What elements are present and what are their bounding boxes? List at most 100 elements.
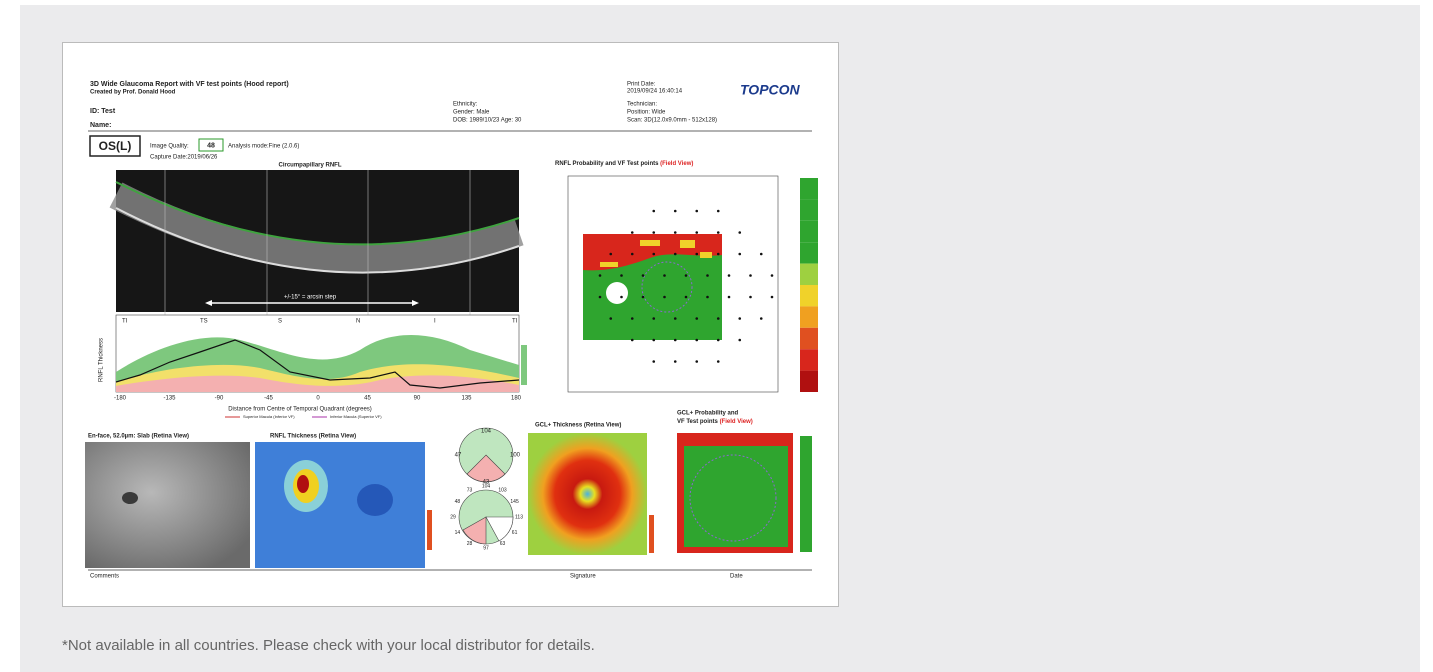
quadrant-label: TS [200, 319, 208, 325]
vf-point [673, 317, 677, 320]
quadrant-labels: TI TS S N I TI [122, 319, 518, 325]
pie-value: 103 [498, 487, 507, 493]
vf-point [749, 274, 752, 277]
eye: OS(L) [99, 139, 132, 153]
rnfl-thickness-title: RNFL Thickness (Retina View) [270, 434, 356, 440]
vf-points [598, 209, 774, 363]
vf-point [652, 317, 656, 320]
vf-point [695, 231, 699, 234]
comments: Comments [90, 574, 119, 580]
enface-disc [122, 492, 138, 504]
vf-point [652, 209, 656, 213]
legend-superior: Superior Macula (Inferior VF) [243, 414, 295, 419]
vf-point [673, 209, 677, 213]
vf-point [759, 252, 763, 256]
pie-value: 48 [455, 499, 461, 505]
gcl-thickness-map [528, 433, 647, 555]
vf-point [609, 252, 613, 256]
print-date: 2019/09/24 16:40:14 [627, 89, 683, 95]
title-text: VF Test points [677, 419, 719, 425]
vf-point [695, 252, 699, 256]
pie-segment [485, 516, 514, 542]
ethnicity: Ethnicity: [453, 102, 478, 108]
signature: Signature [570, 574, 596, 580]
oct-rpe-line [115, 207, 520, 274]
vf-point [630, 231, 634, 234]
technician: Technician: [627, 102, 657, 108]
vf-point [716, 360, 720, 363]
vf-point [598, 274, 602, 277]
color-step [800, 285, 818, 307]
analysis-mode: Analysis mode:Fine (2.0.6) [228, 144, 299, 150]
quadrant-label: TI [512, 319, 518, 325]
created-by: Created by Prof. Donald Hood [90, 90, 176, 96]
vf-point [695, 209, 699, 213]
x-tick-label: -90 [215, 396, 224, 402]
vf-point [727, 274, 731, 277]
quality-box [198, 138, 224, 152]
vf-point [663, 274, 666, 277]
rnfl-prob-yellow [600, 240, 712, 267]
gcl-color-bar [800, 436, 812, 552]
vf-point [598, 295, 602, 299]
pie-value: 97 [483, 545, 489, 551]
vf-point [684, 274, 688, 277]
x-tick-label: -180 [114, 396, 127, 402]
vf-point [695, 317, 699, 320]
vf-point [716, 252, 720, 256]
date: Date [730, 574, 743, 580]
patient-line [115, 339, 520, 389]
color-step [800, 370, 818, 392]
gcl-prob-title-2: VF Test points (Field View) [677, 419, 753, 425]
color-step [800, 199, 818, 221]
vf-point [652, 231, 656, 234]
optic-disc [606, 282, 628, 304]
oct-ilm-line [115, 181, 520, 246]
arrow-label: +/-15° = arcsin step [284, 295, 337, 301]
pie-value: 28 [467, 541, 473, 547]
vf-point [630, 338, 634, 342]
pie-value: 113 [515, 514, 523, 520]
quadrant-label: I [434, 319, 436, 325]
pie-value: 100 [510, 453, 521, 459]
x-tick-label: 90 [414, 396, 421, 402]
image-quality-label: Image Quality: [150, 144, 189, 150]
gcl-thickness-title: GCL+ Thickness (Retina View) [535, 423, 621, 429]
scan: Scan: 3D(12.0x9.0mm - 512x128) [627, 118, 717, 124]
pie-value: 63 [500, 541, 506, 547]
quadrant-label: N [356, 319, 360, 325]
pie-value: 145 [510, 499, 519, 505]
vf-point [673, 231, 677, 234]
color-step [800, 263, 818, 285]
patient-name: Name: [90, 122, 111, 129]
legend-inferior: Inferior Macula (Superior VF) [330, 414, 382, 419]
scan-circle [641, 261, 693, 313]
cprnfl-title: Circumpapillary RNFL [278, 163, 341, 169]
pie-value: 47 [455, 453, 462, 459]
eye-box [89, 135, 141, 157]
gcl-prob-title: GCL+ Probability and [677, 411, 739, 417]
vf-point [738, 317, 742, 320]
vf-point [673, 338, 677, 342]
field-view: (Field View) [660, 161, 693, 167]
enface-title: En-face, 52.0µm: Slab (Retina View) [88, 434, 189, 440]
title-text: RNFL Probability and VF Test points [555, 161, 659, 167]
gender: Gender: Male [453, 110, 490, 116]
vf-point [706, 274, 709, 277]
vf-point [727, 295, 731, 299]
print-date-label: Print Date: [627, 82, 656, 88]
vf-point [695, 338, 699, 342]
vf-point [749, 295, 752, 299]
x-tick-label: -135 [163, 396, 176, 402]
vf-point [738, 338, 742, 342]
field-view: (Field View) [720, 419, 753, 425]
pie-value: 104 [481, 429, 492, 435]
vf-point [738, 231, 742, 234]
vf-point [652, 252, 656, 256]
x-tick-label: 0 [316, 396, 320, 402]
enface-image [85, 442, 250, 568]
vf-point [716, 317, 720, 320]
